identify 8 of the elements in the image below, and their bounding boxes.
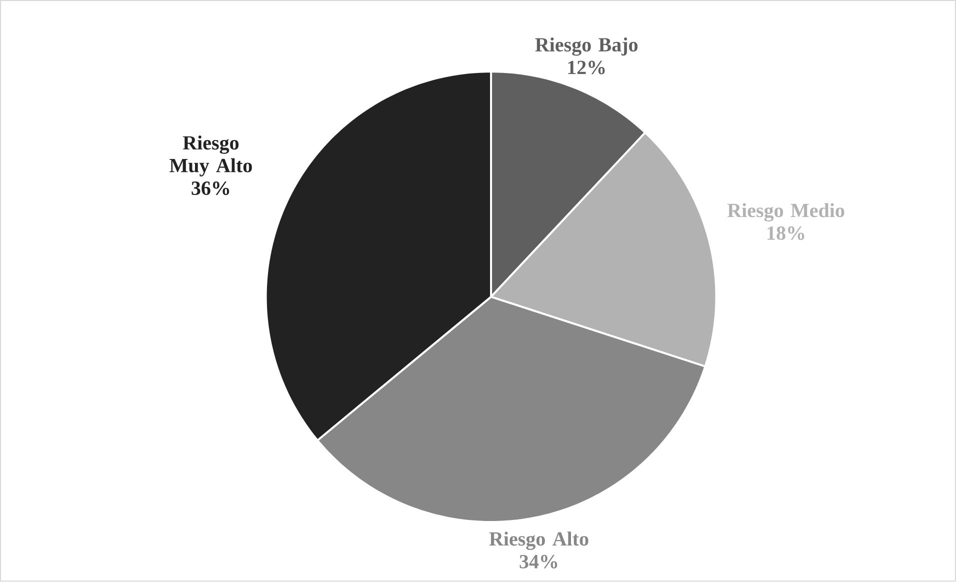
data-label: 36% [192,182,230,196]
slice-label: Riesgo Muy Alto [170,136,252,177]
slice-label: Riesgo Bajo [535,38,638,56]
data-label: 34% [520,555,558,569]
slice-label: Riesgo Medio [727,203,844,222]
data-label: 18% [768,226,804,240]
data-label: 12% [568,60,605,74]
slice-label: Riesgo Alto [489,532,588,550]
